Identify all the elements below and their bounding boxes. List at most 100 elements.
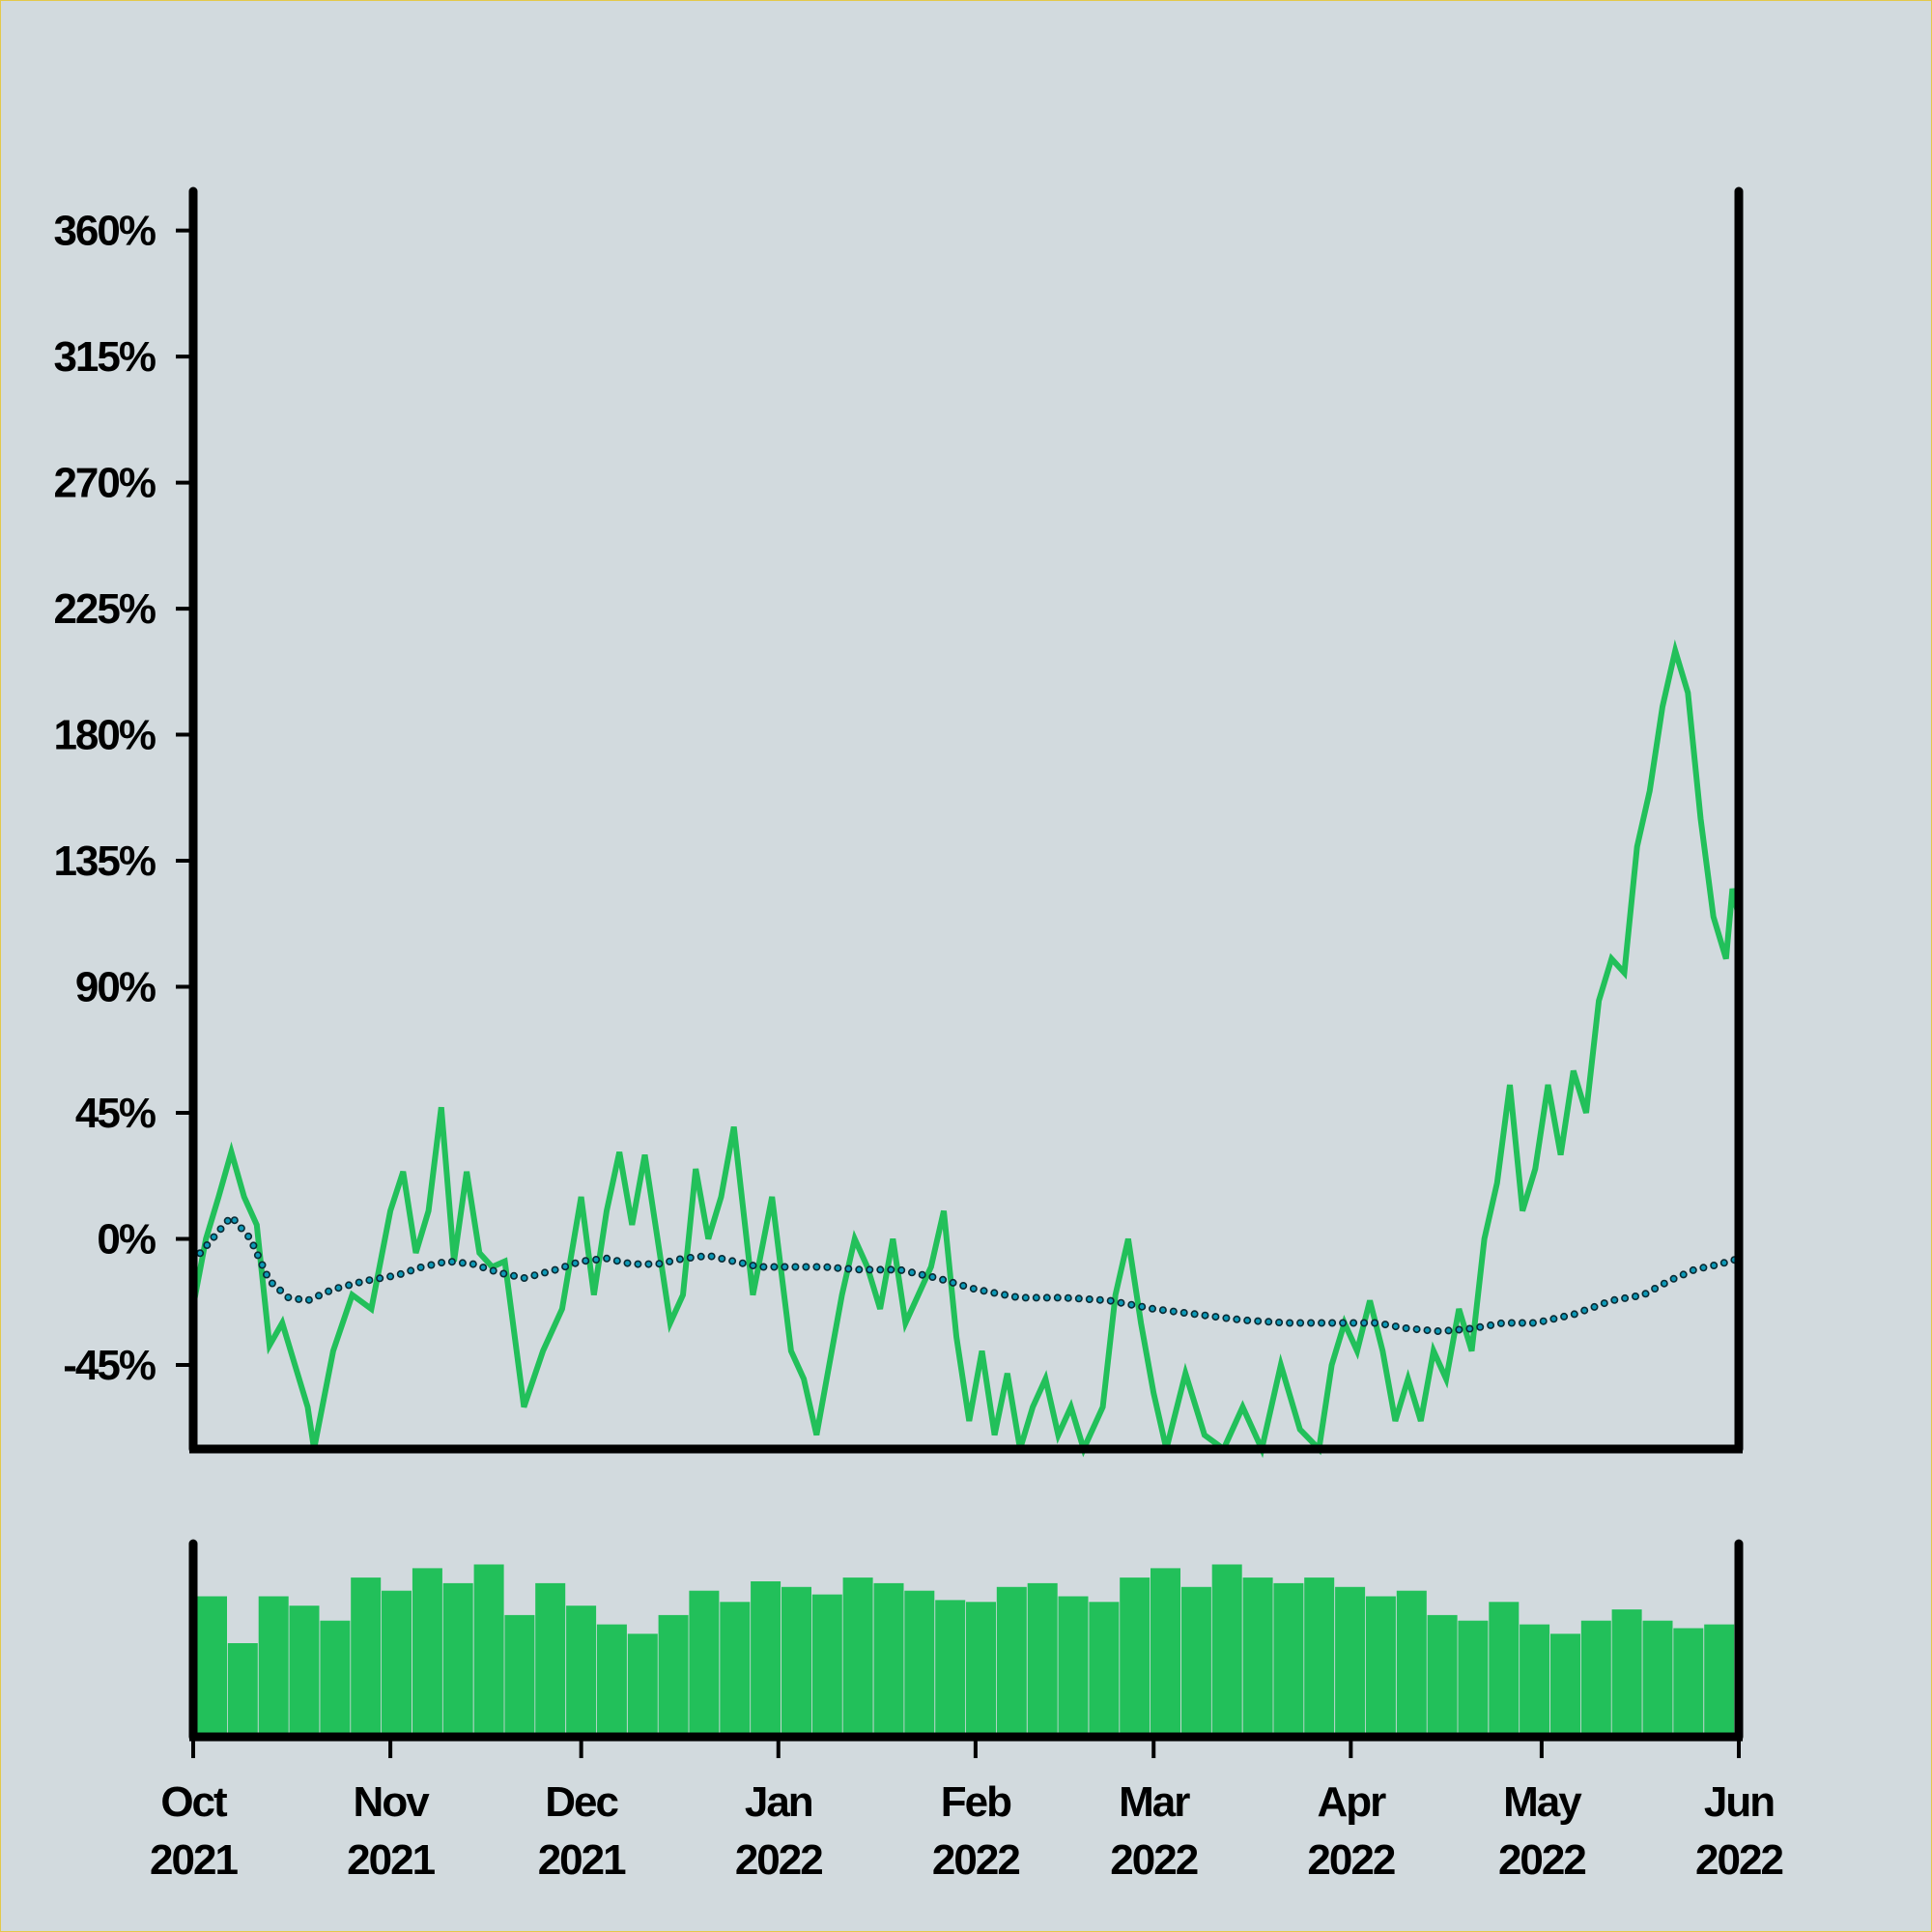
series-dot [959,1282,968,1291]
series-dot [1641,1290,1650,1298]
y-tick-label: 180% [53,712,155,759]
series-dot [427,1261,436,1269]
series-dot [1318,1319,1326,1327]
x-tick-label-year: 2022 [932,1836,1019,1884]
volume-bars [197,1564,1735,1737]
series-dot [561,1263,570,1271]
volume-bar [720,1602,751,1737]
series-dot [696,1252,705,1261]
series-dot [969,1285,978,1293]
series-dots-2 [189,1216,1739,1336]
series-dot [1350,1319,1358,1327]
series-dot [530,1271,539,1280]
series-dot [1190,1310,1199,1319]
series-dot [1476,1322,1485,1331]
x-tick-label-year: 2022 [1695,1836,1782,1884]
series-dot [1264,1318,1273,1326]
series-dot [1032,1293,1040,1302]
series-dot [738,1259,747,1267]
series-dot [203,1241,212,1250]
series-dot [520,1274,528,1283]
x-tick-label-month: Jun [1704,1778,1774,1826]
x-tick-label-year: 2022 [1110,1836,1197,1884]
series-dot [262,1270,270,1279]
x-tick-label-month: Nov [354,1778,431,1826]
volume-bar [1365,1596,1396,1737]
series-dot [210,1233,218,1241]
series-dot [980,1287,988,1295]
series-dot [284,1293,293,1302]
series-dot [295,1294,303,1303]
series-dot [592,1256,601,1264]
series-dot [1444,1326,1453,1335]
volume-bar [1242,1577,1273,1737]
series-dot [258,1261,267,1269]
volume-bar [442,1582,473,1737]
series-dot [1371,1319,1379,1327]
volume-bar [811,1594,842,1737]
series-dot [276,1286,285,1294]
series-dot [1117,1298,1125,1307]
series-dot [376,1274,384,1283]
series-dot [812,1263,821,1271]
x-tick-label-year: 2021 [538,1836,626,1884]
series-dot [1660,1279,1668,1288]
series-dot [1328,1319,1337,1327]
volume-bar [504,1614,535,1737]
y-tick-label: 225% [53,585,155,633]
series-dot [634,1260,642,1268]
series-dot [1699,1264,1708,1272]
series-dot [897,1265,906,1274]
series-dot [230,1216,239,1225]
series-dot [1539,1317,1548,1325]
series-dot [196,1249,205,1258]
volume-bar [258,1596,289,1737]
series-dot [1669,1274,1678,1283]
series-dot [1360,1319,1369,1327]
volume-bar [873,1582,904,1737]
series-dot [1590,1302,1599,1311]
volume-bar [842,1577,873,1737]
series-dot [675,1255,684,1264]
series-dot [304,1295,313,1304]
volume-bar [1151,1568,1180,1737]
x-tick-label-month: Feb [941,1778,1011,1826]
volume-bar [1580,1620,1611,1737]
volume-bar [473,1564,504,1737]
volume-bar [412,1568,442,1737]
y-tick-label: 135% [53,838,155,885]
series-dot [1138,1302,1147,1311]
series-dot [1651,1285,1660,1293]
volume-bar [351,1577,382,1737]
volume-bar [227,1643,258,1737]
series-dot [1074,1294,1083,1303]
series-dot [876,1265,885,1274]
series-dot [1710,1262,1719,1270]
volume-bar [535,1582,566,1737]
series-dot [489,1266,497,1275]
series-dot [447,1258,456,1266]
series-dot [1391,1322,1400,1331]
series-dot [345,1281,354,1290]
y-tick-label: 360% [53,208,155,255]
series-dot [355,1278,363,1287]
series-dot [1549,1315,1558,1323]
series-dot [1632,1293,1640,1301]
series-dot [1570,1310,1578,1319]
series-dot [1286,1319,1294,1327]
x-tick-label-year: 2022 [1498,1836,1585,1884]
volume-bar [1089,1602,1120,1737]
y-tick-label: -45% [63,1342,156,1389]
volume-bar [596,1624,627,1737]
x-axis-ticks: Oct 2021 Nov 2021 Dec 2021 Jan 2022 Feb 2022 Mar 20… [150,1737,1784,1884]
x-tick-label-month: Jan [745,1778,812,1826]
series-dot [644,1260,653,1268]
series-dot [479,1264,488,1272]
x-tick-label-month: Mar [1119,1778,1190,1826]
x-tick-label-month: Apr [1317,1778,1386,1826]
volume-bar [751,1581,781,1737]
volume-bar [904,1590,935,1737]
series-dot [551,1265,559,1274]
series-dot [1149,1304,1157,1313]
series-dot [365,1276,374,1285]
